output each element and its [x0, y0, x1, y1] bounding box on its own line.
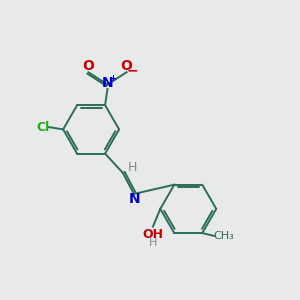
Text: Cl: Cl — [36, 121, 49, 134]
Text: OH: OH — [142, 228, 164, 241]
Text: H: H — [128, 161, 137, 174]
Text: N: N — [102, 76, 113, 90]
Text: CH₃: CH₃ — [213, 231, 234, 241]
Text: N: N — [129, 192, 140, 206]
Text: O: O — [82, 59, 94, 73]
Text: O: O — [121, 59, 133, 73]
Text: H: H — [149, 238, 157, 248]
Text: −: − — [127, 64, 138, 78]
Text: +: + — [109, 74, 116, 82]
